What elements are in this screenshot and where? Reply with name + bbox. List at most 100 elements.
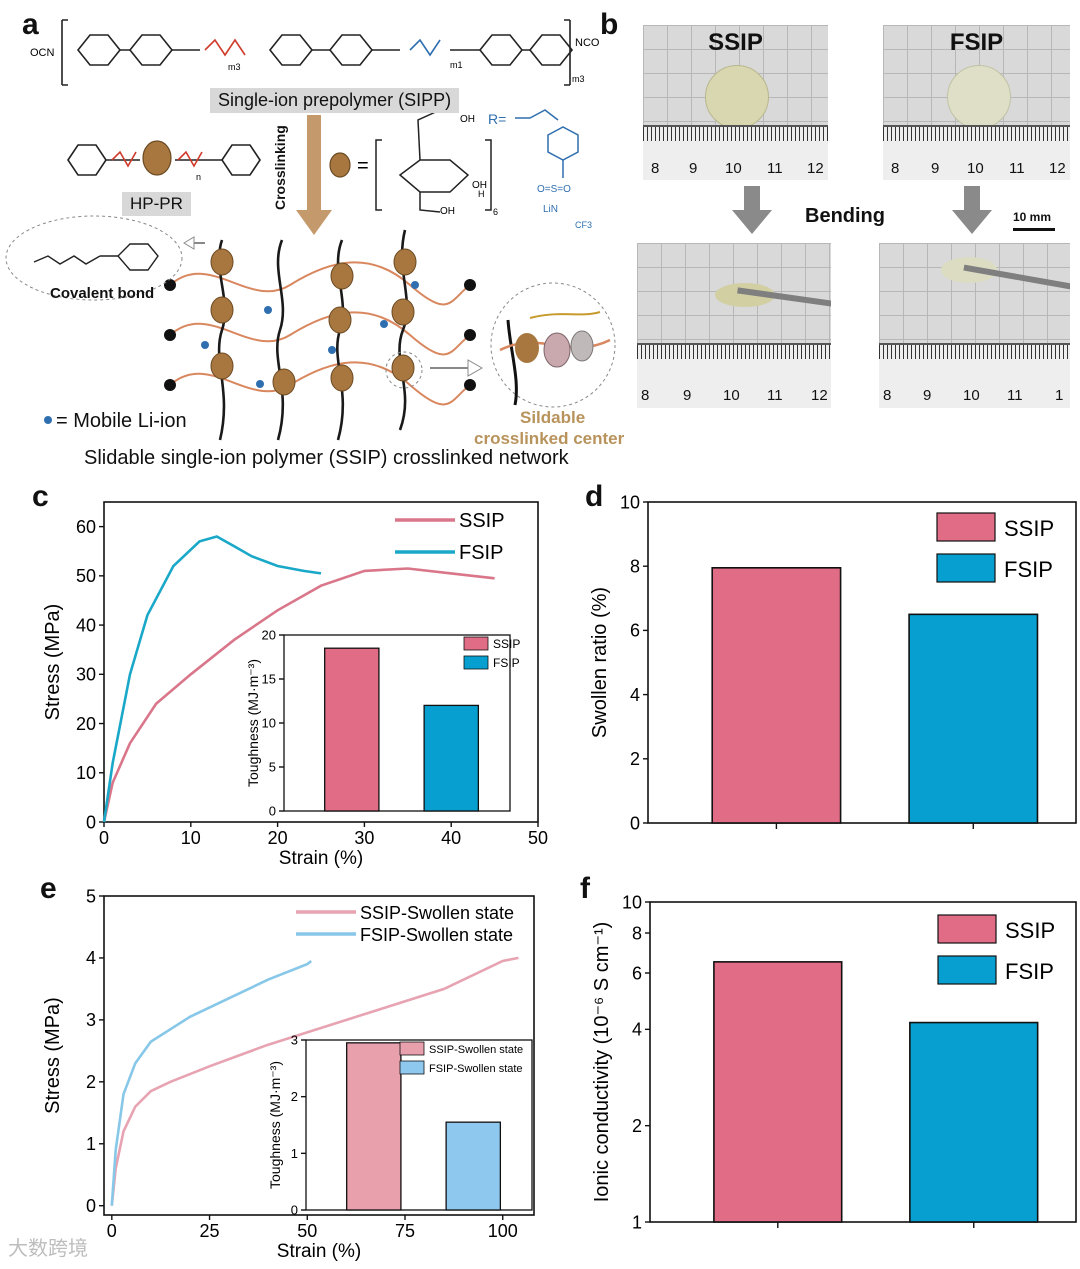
chart-d-ytick-label: 2 xyxy=(630,749,640,769)
chem-oh-2: OH xyxy=(472,180,487,191)
panel-a-drawing: OCN NCO m3 m1 m3 n = OH OH OH H 6 R= xyxy=(5,19,616,441)
chart-f-legend-swatch-2 xyxy=(937,955,997,985)
chart-d-legend-label-2: FSIP xyxy=(1004,557,1053,582)
chart-c-series-2 xyxy=(102,535,322,823)
chart-c-ytick-label: 0 xyxy=(86,812,96,832)
li-ions xyxy=(201,281,419,388)
chart-c-inset-ytick-label: 15 xyxy=(262,672,276,687)
chart-c-xlabel: Strain (%) xyxy=(279,848,363,869)
network-chains xyxy=(169,261,471,406)
chem-m3: m3 xyxy=(228,62,241,72)
chart-d-legend-label-1: SSIP xyxy=(1004,516,1054,541)
chart-e-xtick-label: 0 xyxy=(107,1221,117,1241)
crosslinking-label: Crosslinking xyxy=(272,125,288,210)
chart-f-legend-swatch-1 xyxy=(937,914,997,944)
chart-e-inset-legend-swatch-2 xyxy=(399,1060,425,1075)
chart-f-ytick-label: 4 xyxy=(632,1020,642,1040)
chem-sub6: 6 xyxy=(493,207,498,217)
chart-e-xtick-label: 100 xyxy=(488,1221,518,1241)
chem-oh-1: OH xyxy=(460,114,475,125)
chem-oh-3: OH xyxy=(440,206,455,217)
hppr-structure xyxy=(67,144,261,176)
chem-m3-end: m3 xyxy=(572,74,585,84)
glucose-structure xyxy=(375,109,492,213)
bending-label: Bending xyxy=(805,205,885,227)
chart-d-legend-swatch-2 xyxy=(936,553,996,583)
chart-d-ytick-label: 4 xyxy=(630,685,640,705)
chart-e-inset-bar-2 xyxy=(445,1121,502,1211)
mobile-li-label: = Mobile Li-ion xyxy=(56,410,187,432)
chem-m1: m1 xyxy=(450,60,463,70)
chart-e-ytick-label: 0 xyxy=(86,1196,96,1216)
scale-bar xyxy=(1013,228,1055,231)
chart-f-ytick-label: 1 xyxy=(632,1212,642,1232)
chem-n: n xyxy=(196,172,201,182)
chart-e-series-1 xyxy=(110,956,519,1206)
chart-c-inset-bar-2 xyxy=(423,704,480,812)
chart-c-series-1 xyxy=(102,567,495,823)
chart-c-inset-ylabel: Toughness (MJ·m⁻³) xyxy=(245,659,261,787)
panel-letter-c: c xyxy=(32,480,49,513)
watermark: 大数跨境 xyxy=(8,1238,88,1260)
chart-c-ytick-label: 10 xyxy=(76,763,96,783)
chart-d-frame xyxy=(647,501,1077,824)
chart-c-inset-legend-label-2: FSIP xyxy=(493,656,520,670)
chem-ocn: OCN xyxy=(30,47,55,59)
chart-f-bar-1 xyxy=(713,961,843,1223)
chem-so2: O=S=O xyxy=(537,184,571,195)
chart-d-ytick-label: 6 xyxy=(630,621,640,641)
chart-f-legend-label-2: FSIP xyxy=(1005,959,1054,984)
chart-c-inset-ytick-label: 10 xyxy=(262,716,276,731)
covalent-bond-structure xyxy=(33,243,159,271)
chem-r-eq: R= xyxy=(488,111,506,127)
chart-f-bar-2 xyxy=(909,1021,1039,1223)
chart-e-inset-legend-swatch-1 xyxy=(399,1041,425,1056)
prepolymer-structure xyxy=(61,19,574,86)
chart-f-ytick-label: 2 xyxy=(632,1116,642,1136)
panel-letter-e: e xyxy=(40,872,57,905)
photo-ssip-label: SSIP xyxy=(708,29,763,56)
slidable-center-label-2: crosslinked center xyxy=(474,429,625,448)
chart-e-xtick-label: 25 xyxy=(200,1221,220,1241)
chart-e-ytick-label: 5 xyxy=(86,886,96,906)
panel-letter-d: d xyxy=(585,480,604,513)
chart-d-bar-2 xyxy=(908,613,1039,824)
chart-c-frame xyxy=(103,501,539,823)
chart-e-inset-legend-label-2: FSIP-Swollen state xyxy=(429,1063,523,1075)
chart-f-ylabel: Ionic conductivity (10⁻⁶ S cm⁻¹) xyxy=(591,922,613,1203)
chart-c-inset-legend-swatch-2 xyxy=(463,655,489,670)
chart-e-legend-label-1: SSIP-Swollen state xyxy=(360,903,514,923)
panel-letter-a: a xyxy=(22,8,39,41)
chart-f-legend-label-1: SSIP xyxy=(1005,918,1055,943)
chart-e-inset-ylabel: Toughness (MJ·m⁻³) xyxy=(267,1061,283,1189)
chart-e-inset-legend-label-1: SSIP-Swollen state xyxy=(429,1044,523,1056)
slidable-center-label-1: Sildable xyxy=(520,408,586,427)
network-rings xyxy=(210,248,417,396)
chart-e-ylabel: Stress (MPa) xyxy=(42,997,64,1114)
chart-e-ytick-label: 3 xyxy=(86,1010,96,1030)
chart-e-ytick-label: 2 xyxy=(86,1072,96,1092)
chart-c-xtick-label: 50 xyxy=(528,828,548,848)
panel-a-schematic: OCN NCO m3 m1 m3 n = OH OH OH H 6 R= xyxy=(0,0,640,480)
bending-arrows xyxy=(732,186,992,234)
panel-letter-f: f xyxy=(580,872,590,905)
chart-d-ytick-label: 0 xyxy=(630,813,640,833)
chart-c-inset-legend-swatch-1 xyxy=(463,636,489,651)
chart-e-inset-ytick-label: 3 xyxy=(291,1033,298,1048)
photo-fsip-label: FSIP xyxy=(949,29,1004,56)
chart-c-inset-legend-label-1: SSIP xyxy=(493,637,520,651)
chart-c-xtick-label: 20 xyxy=(268,828,288,848)
chart-c-xtick-label: 30 xyxy=(354,828,374,848)
chem-nco: NCO xyxy=(575,37,600,49)
chart-d-ylabel: Swollen ratio (%) xyxy=(589,587,611,738)
network-crosslinks xyxy=(217,229,409,441)
chart-e-ytick-label: 4 xyxy=(86,948,96,968)
chart-e-frame xyxy=(103,895,535,1216)
chart-c-xtick-label: 10 xyxy=(181,828,201,848)
chart-c-xtick-label: 40 xyxy=(441,828,461,848)
